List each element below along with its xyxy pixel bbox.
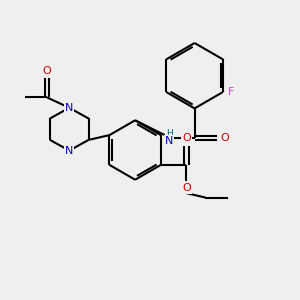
Text: H: H bbox=[166, 129, 173, 138]
Text: O: O bbox=[43, 66, 51, 76]
Text: O: O bbox=[182, 133, 191, 143]
Text: N: N bbox=[65, 146, 74, 156]
Text: O: O bbox=[221, 133, 230, 143]
Text: N: N bbox=[65, 103, 74, 113]
Text: F: F bbox=[228, 87, 234, 97]
Text: N: N bbox=[165, 136, 173, 146]
Text: O: O bbox=[182, 183, 191, 193]
